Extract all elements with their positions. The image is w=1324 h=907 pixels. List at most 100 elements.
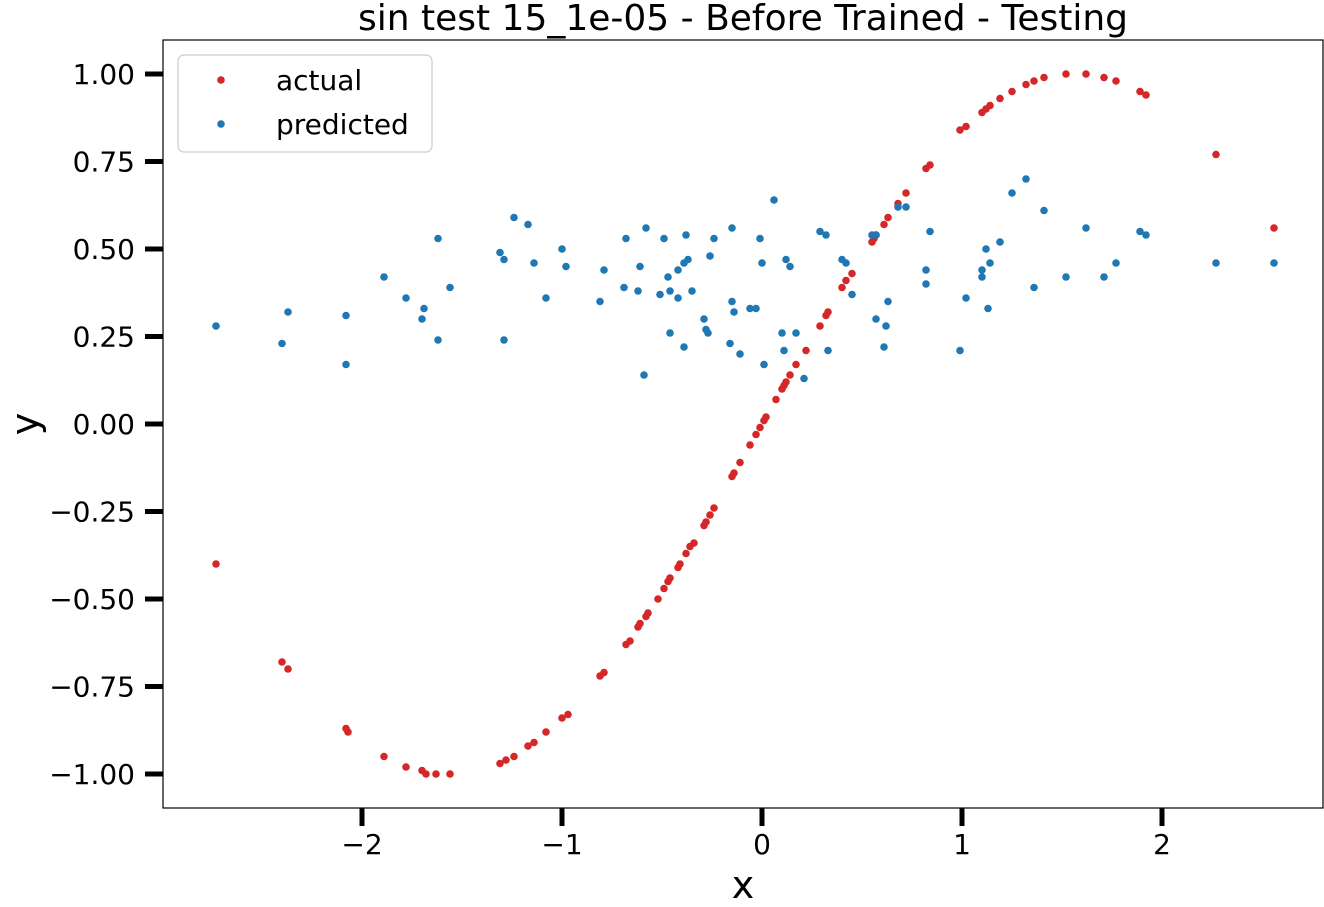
- actual-point: [902, 189, 910, 197]
- actual-point: [786, 371, 794, 379]
- predicted-point: [1022, 175, 1030, 183]
- predicted-point: [1142, 231, 1150, 239]
- legend-marker-predicted: [217, 120, 225, 128]
- actual-point: [702, 518, 710, 526]
- predicted-point: [688, 287, 696, 295]
- actual-point: [746, 441, 754, 449]
- actual-point: [1022, 80, 1030, 89]
- predicted-point: [684, 255, 692, 264]
- actual-point: [1008, 87, 1016, 96]
- predicted-point: [1062, 273, 1070, 281]
- y-tick-label: 1.00: [73, 58, 135, 91]
- data-points: [212, 70, 1278, 778]
- actual-point: [1082, 70, 1090, 78]
- actual-point: [824, 308, 832, 316]
- predicted-point: [986, 259, 994, 267]
- predicted-point: [816, 227, 824, 236]
- actual-point: [636, 619, 644, 628]
- predicted-point: [752, 304, 760, 313]
- actual-point: [600, 668, 608, 677]
- predicted-point: [284, 308, 292, 316]
- actual-point: [1040, 73, 1048, 82]
- actual-point: [422, 770, 430, 778]
- predicted-point: [728, 224, 736, 232]
- plot-frame: [162, 39, 1324, 809]
- actual-point: [1136, 87, 1144, 96]
- series-actual: [212, 70, 1278, 778]
- predicted-point: [1212, 259, 1220, 267]
- predicted-point: [700, 315, 708, 323]
- predicted-point: [884, 297, 892, 306]
- legend-box: [177, 54, 433, 153]
- predicted-point: [978, 273, 986, 281]
- actual-point: [884, 213, 892, 222]
- actual-point: [676, 560, 684, 568]
- predicted-point: [726, 339, 734, 348]
- predicted-point: [622, 234, 630, 243]
- predicted-point: [1136, 227, 1144, 236]
- actual-point: [730, 469, 738, 477]
- predicted-point: [1100, 273, 1108, 281]
- predicted-point: [1270, 259, 1278, 267]
- actual-point: [564, 710, 572, 719]
- actual-point: [524, 742, 532, 750]
- actual-point: [782, 378, 790, 386]
- predicted-point: [674, 266, 682, 274]
- predicted-point: [666, 329, 674, 337]
- actual-point: [542, 728, 550, 736]
- predicted-point: [542, 294, 550, 302]
- actual-point: [962, 122, 970, 131]
- actual-point: [530, 738, 538, 747]
- predicted-point: [1008, 189, 1016, 197]
- x-axis: −2 −1 0 1 2: [341, 808, 1171, 861]
- predicted-point: [786, 262, 794, 271]
- predicted-point: [642, 224, 650, 232]
- actual-point: [432, 770, 440, 778]
- predicted-point: [760, 360, 768, 369]
- actual-point: [510, 752, 518, 761]
- y-tick-label: −0.50: [49, 583, 135, 616]
- actual-point: [446, 770, 454, 778]
- predicted-point: [780, 346, 788, 355]
- x-tick-label: 1: [953, 828, 971, 861]
- y-axis-label: y: [3, 413, 47, 436]
- actual-point: [762, 413, 770, 421]
- predicted-point: [640, 371, 648, 379]
- predicted-point: [530, 259, 538, 267]
- predicted-point: [1112, 259, 1120, 267]
- predicted-point: [822, 231, 830, 239]
- predicted-point: [420, 304, 428, 313]
- predicted-point: [600, 266, 608, 274]
- predicted-point: [730, 308, 738, 316]
- x-tick-label: 2: [1153, 828, 1171, 861]
- predicted-point: [434, 336, 442, 344]
- y-axis: 1.00 0.75 0.50 0.25 0.00 −0.25 −0.50 −0.75 −1.00: [49, 58, 163, 791]
- x-tick-label: −2: [341, 828, 382, 861]
- predicted-point: [956, 346, 964, 355]
- actual-point: [284, 665, 292, 673]
- actual-point: [986, 101, 994, 110]
- predicted-point: [926, 227, 934, 236]
- x-tick-label: −1: [541, 828, 582, 861]
- predicted-point: [706, 252, 714, 260]
- predicted-point: [342, 311, 350, 320]
- actual-point: [1142, 91, 1150, 99]
- predicted-point: [446, 283, 454, 292]
- predicted-point: [782, 255, 790, 264]
- predicted-point: [792, 329, 800, 337]
- actual-point: [1100, 73, 1108, 82]
- predicted-point: [524, 220, 532, 229]
- actual-point: [1062, 70, 1070, 78]
- predicted-point: [710, 234, 718, 243]
- predicted-point: [596, 297, 604, 306]
- predicted-point: [510, 213, 518, 222]
- predicted-point: [848, 290, 856, 299]
- predicted-point: [1082, 224, 1090, 232]
- predicted-point: [402, 294, 410, 302]
- actual-point: [344, 728, 352, 736]
- predicted-point: [660, 234, 668, 243]
- predicted-point: [756, 234, 764, 243]
- actual-point: [772, 395, 780, 404]
- actual-point: [848, 269, 856, 278]
